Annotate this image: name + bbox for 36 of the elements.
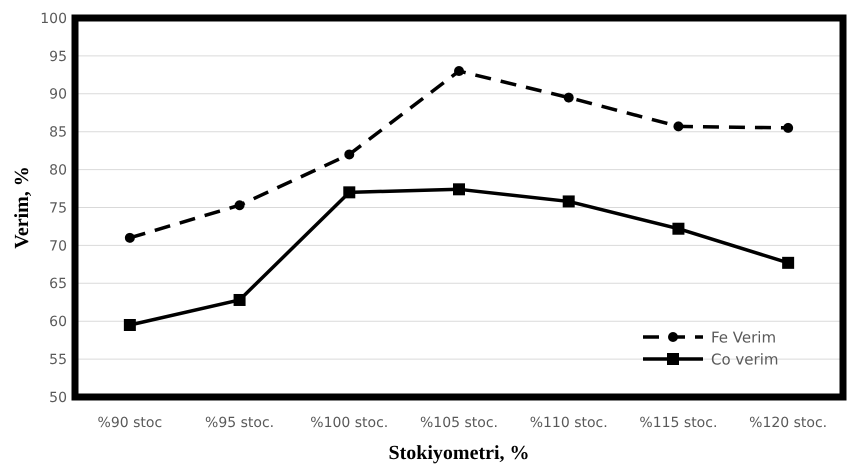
point: [562, 195, 575, 208]
x-tick-label: %100 stoc.: [310, 415, 388, 431]
point: [454, 66, 464, 76]
y-tick-label: 75: [49, 200, 67, 216]
point: [234, 200, 245, 210]
point: [234, 294, 246, 306]
point: [564, 92, 574, 103]
point: [124, 232, 135, 243]
x-tick-label: %110 stoc.: [530, 415, 608, 431]
x-tick-label: %120 stoc.: [749, 415, 828, 431]
y-tick-label: 85: [49, 124, 67, 141]
point: [124, 318, 136, 331]
y-tick-label: 80: [49, 162, 67, 178]
y-tick-label: 100: [40, 10, 67, 27]
legend-label: Fe Verim: [711, 328, 776, 346]
x-tick-label: %90 stoc: [98, 415, 162, 431]
point: [453, 183, 465, 196]
point: [344, 149, 354, 160]
point: [672, 222, 684, 235]
y-tick-label: 90: [49, 86, 67, 103]
x-tick-label: %115 stoc.: [639, 415, 718, 431]
y-tick-label: 55: [49, 352, 67, 368]
point: [783, 122, 794, 133]
y-tick-label: 70: [49, 238, 67, 254]
y-tick-label: 65: [49, 276, 67, 292]
y-axis-title: Verim, %: [11, 166, 33, 249]
y-tick-label: 95: [49, 48, 67, 65]
x-tick-label: %95 stoc.: [205, 415, 274, 431]
point: [343, 186, 356, 198]
x-axis-title: Stokiyometri, %: [388, 442, 530, 464]
y-tick-label: 60: [49, 314, 67, 330]
point: [673, 121, 684, 132]
legend-label: Co verim: [711, 350, 778, 368]
y-tick-label: 50: [49, 390, 67, 406]
point: [782, 256, 794, 269]
x-tick-label: %105 stoc.: [420, 415, 498, 431]
